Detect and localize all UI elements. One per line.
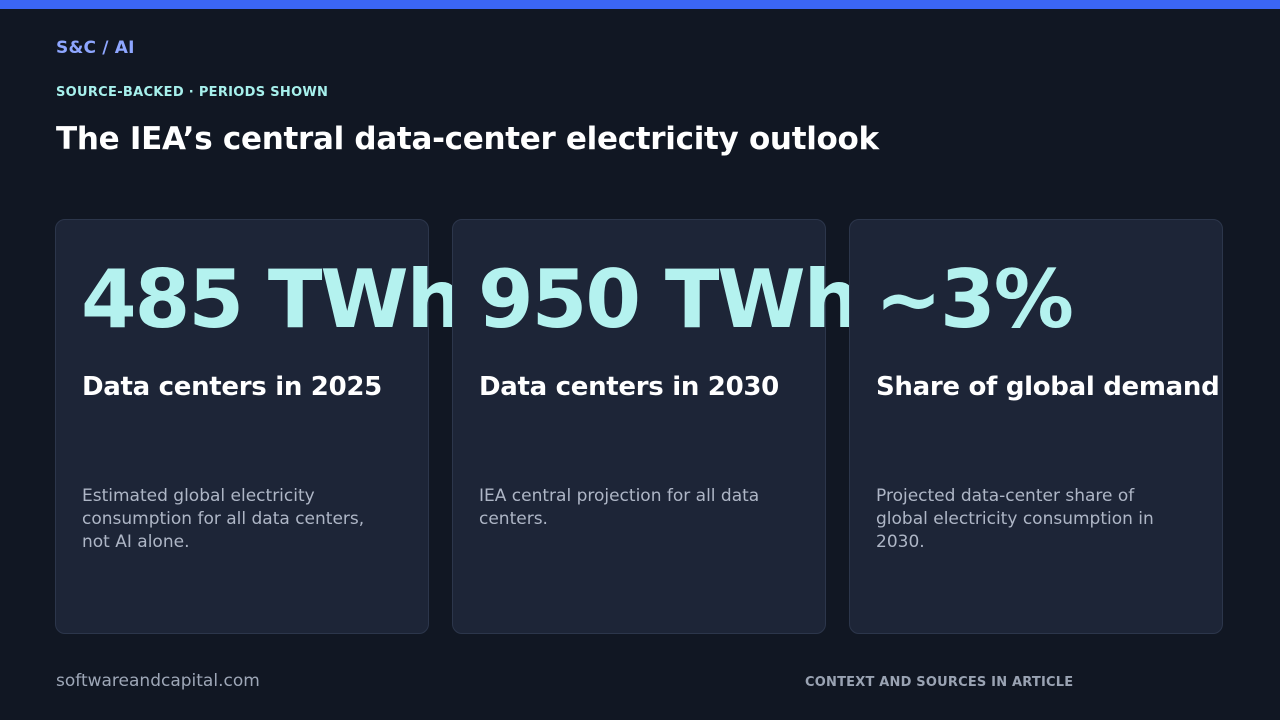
stat-description: IEA central projection for all data cent… xyxy=(479,486,760,529)
stat-label: Data centers in 2030 xyxy=(479,372,779,402)
stat-card-share: ~3% Share of global demand Projected dat… xyxy=(849,219,1223,634)
stat-value: ~3% xyxy=(875,253,1074,346)
stat-description: Projected data-center share of global el… xyxy=(876,486,1154,552)
stat-card-2030: 950 TWh Data centers in 2030 IEA central… xyxy=(452,219,861,634)
stat-cards: 485 TWh Data centers in 2025 Estimated g… xyxy=(55,219,1225,636)
page-title: The IEA’s central data-center electricit… xyxy=(56,121,879,157)
stat-card-2025: 485 TWh Data centers in 2025 Estimated g… xyxy=(55,219,464,634)
stat-value: 485 TWh xyxy=(81,253,464,346)
footer-sources-note: CONTEXT AND SOURCES IN ARTICLE xyxy=(805,675,1074,690)
top-accent-bar xyxy=(0,0,1280,9)
footer-site-url: softwareandcapital.com xyxy=(56,671,260,691)
stat-value: 950 TWh xyxy=(478,253,861,346)
stat-description: Estimated global electricity consumption… xyxy=(82,486,365,552)
stat-label: Share of global demand xyxy=(876,372,1220,402)
brand-label: S&C / AI xyxy=(56,38,135,58)
stat-label: Data centers in 2025 xyxy=(82,372,382,402)
eyebrow-label: SOURCE-BACKED · PERIODS SHOWN xyxy=(56,85,329,100)
